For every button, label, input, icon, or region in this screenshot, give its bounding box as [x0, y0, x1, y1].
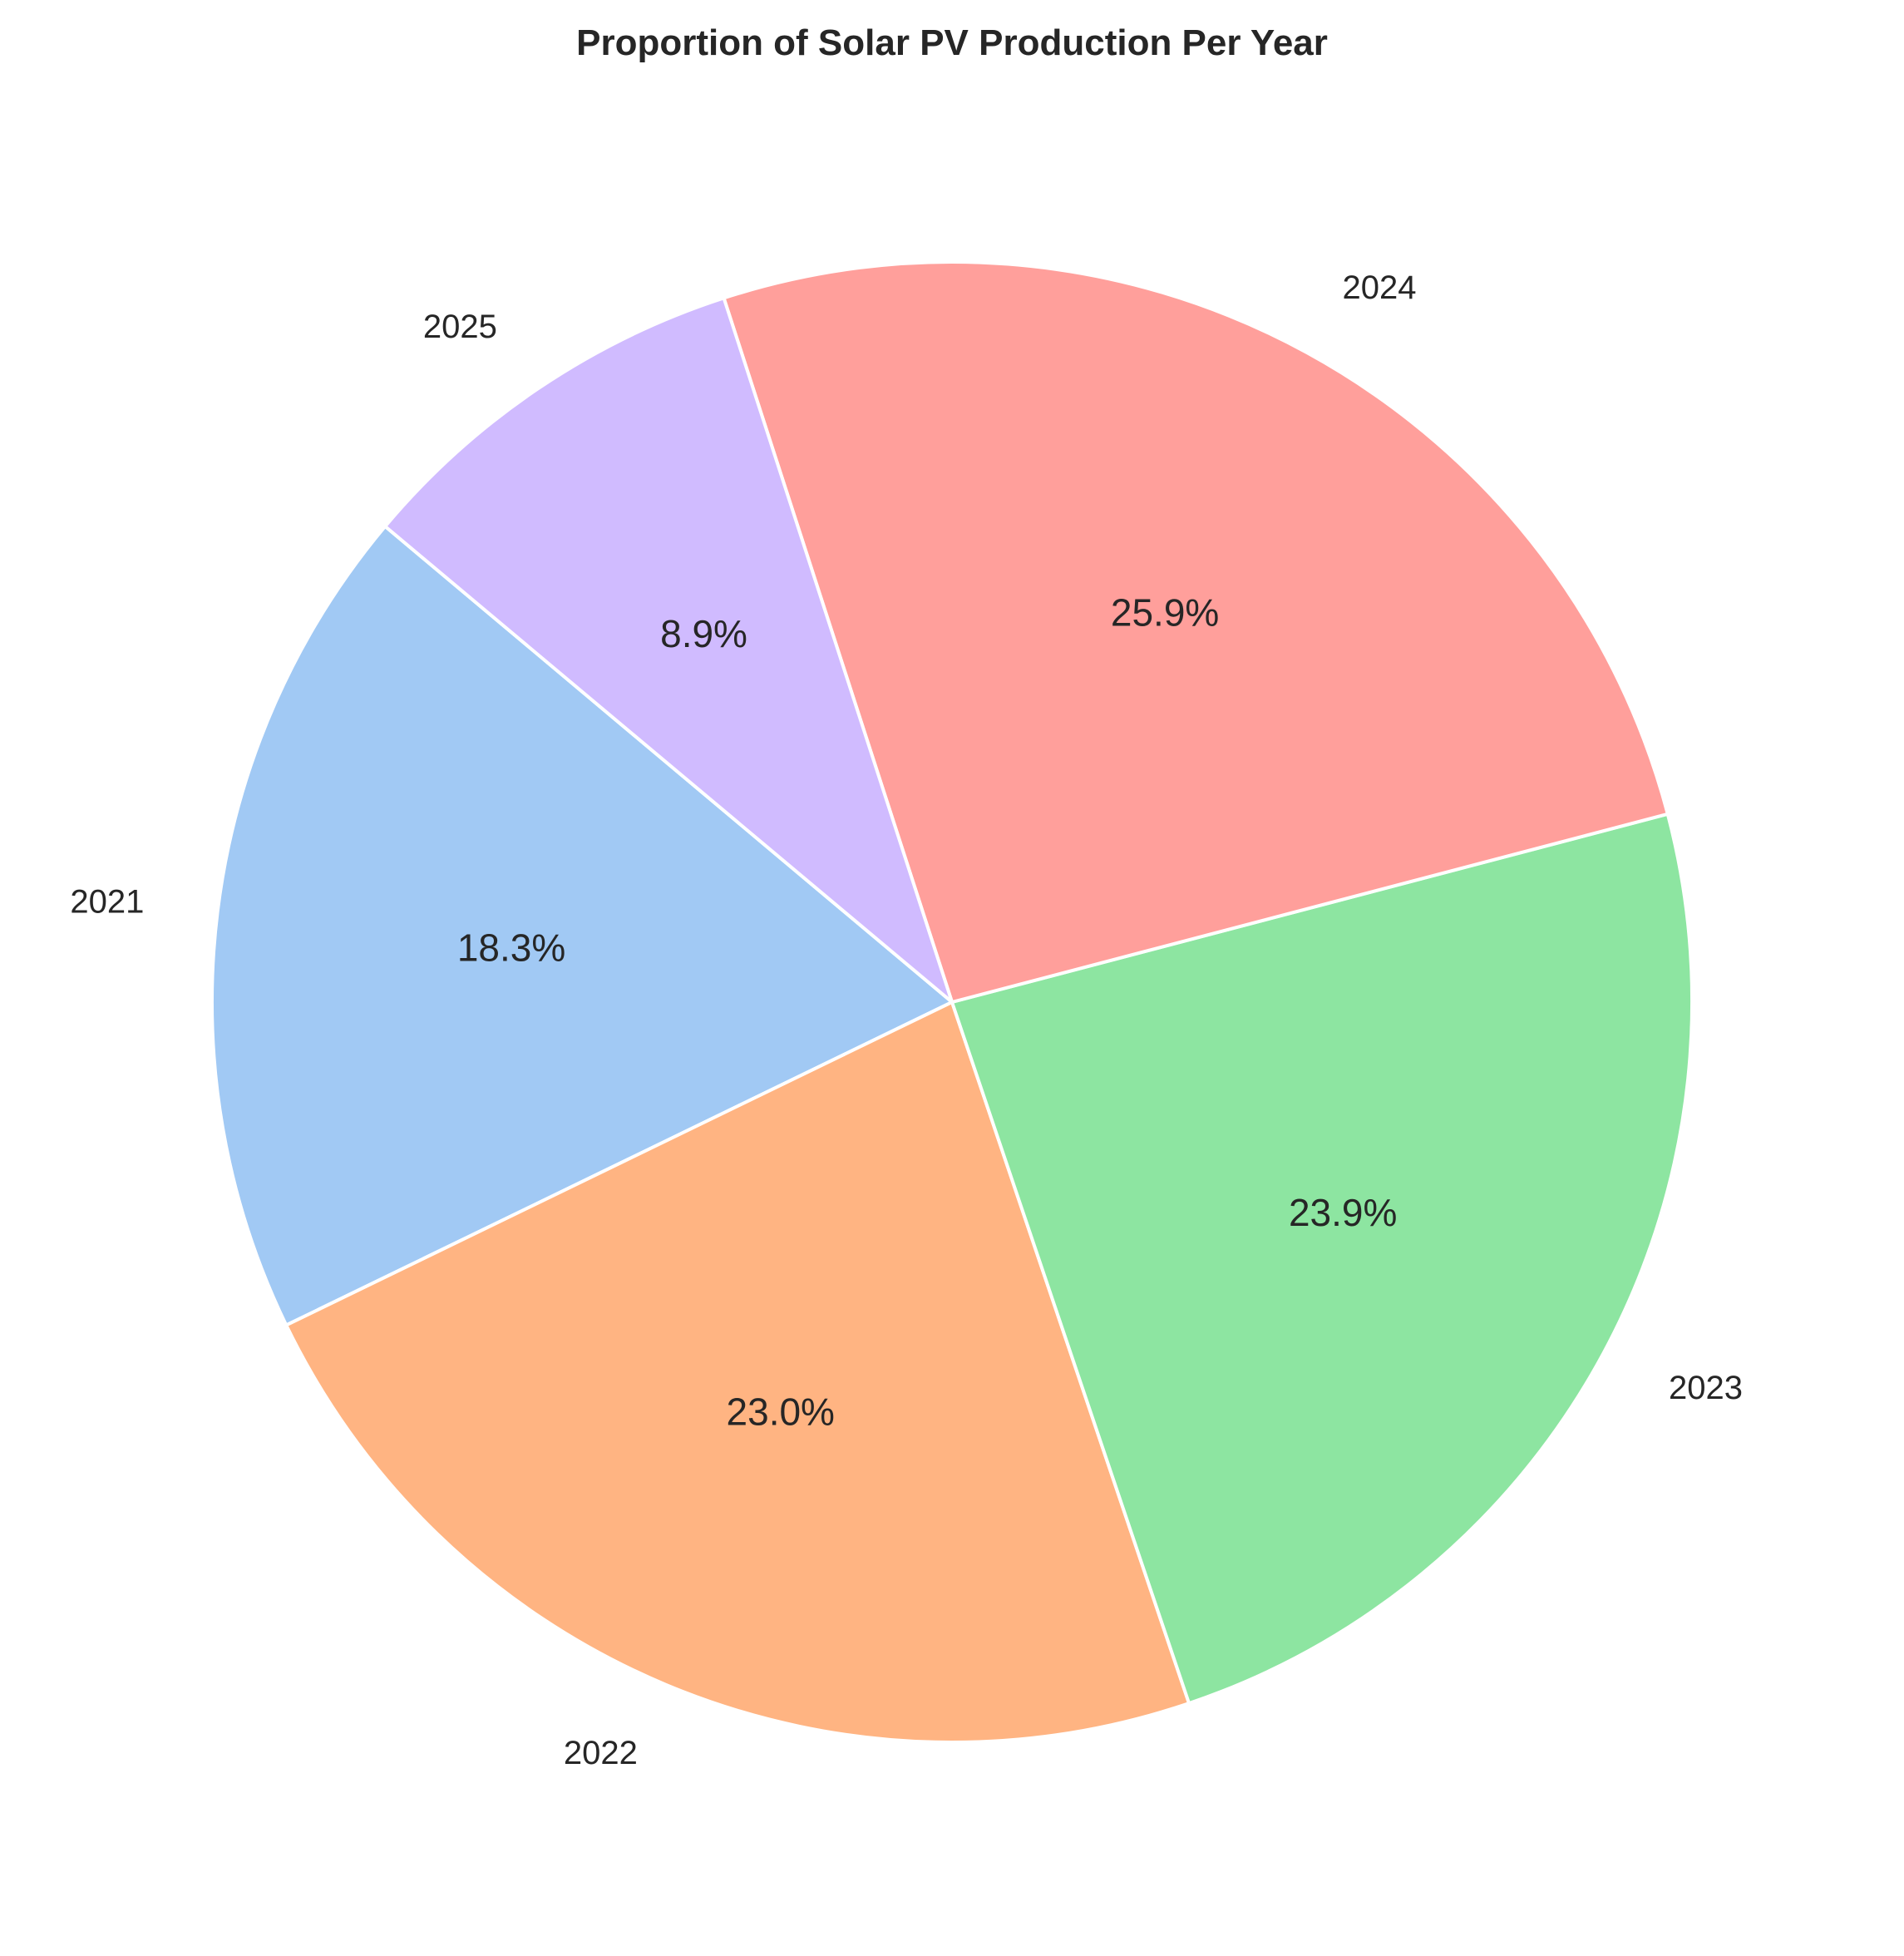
percentage-label-2023: 23.9%	[1289, 1191, 1397, 1234]
percentage-label-2021: 18.3%	[457, 926, 565, 969]
pie-slice-2025	[383, 296, 954, 1004]
pie-slice-2024	[722, 260, 1670, 1004]
pie-slice-2021	[210, 524, 954, 1327]
category-label-2022: 2022	[564, 1735, 638, 1771]
category-labels: 2021 2022 2023 2024 2025	[70, 269, 1743, 1771]
category-label-2025: 2025	[423, 309, 497, 345]
pie-slice-2023	[950, 812, 1694, 1706]
percentage-label-2025: 8.9%	[660, 612, 747, 655]
percentage-label-2024: 25.9%	[1111, 590, 1219, 634]
category-label-2023: 2023	[1669, 1370, 1743, 1406]
category-label-2024: 2024	[1343, 269, 1417, 306]
category-label-2021: 2021	[70, 884, 144, 921]
chart-title: Proportion of Solar PV Production Per Ye…	[576, 22, 1328, 63]
pie-slices	[210, 260, 1694, 1744]
percentage-label-2022: 23.0%	[727, 1390, 835, 1434]
pie-slice-2022	[284, 1000, 1191, 1744]
percentage-labels: 18.3% 23.0% 23.9% 25.9% 8.9%	[457, 590, 1398, 1433]
